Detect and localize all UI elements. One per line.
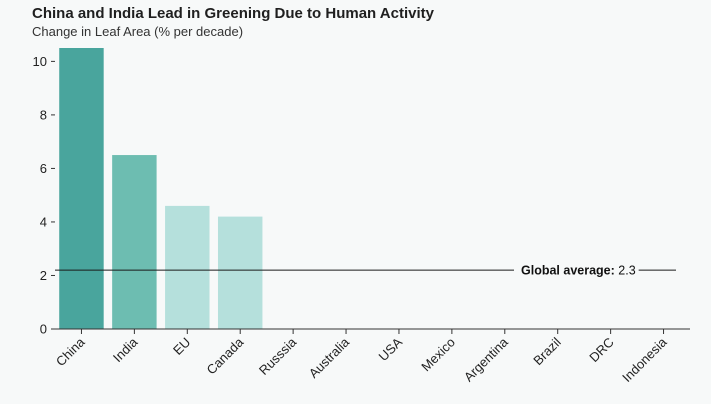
y-tick-label: 4	[40, 214, 47, 229]
global-average-annotation: Global average: 2.3	[55, 264, 676, 278]
chart-title: China and India Lead in Greening Due to …	[32, 5, 434, 22]
y-tick-label: 10	[33, 54, 47, 69]
category-label-india: India	[110, 334, 141, 365]
category-label-indonesia: Indonesia	[619, 334, 670, 385]
bars	[59, 48, 263, 329]
y-tick-label: 0	[40, 322, 47, 337]
bar-india	[112, 155, 157, 329]
y-tick-label: 8	[40, 107, 47, 122]
y-tick-label: 2	[40, 268, 47, 283]
bar-eu	[165, 205, 210, 329]
category-label-usa: USA	[376, 334, 406, 364]
y-axis: 0 2 4 6 8 10	[33, 54, 55, 337]
category-label-argentina: Argentina	[461, 334, 512, 385]
bar-canada	[217, 216, 263, 329]
category-label-canada: Canada	[204, 334, 247, 377]
category-label-china: China	[53, 334, 88, 369]
chart-subtitle: Change in Leaf Area (% per decade)	[32, 24, 244, 39]
category-label-brazil: Brazil	[530, 334, 564, 368]
global-average-text: Global average:	[521, 264, 618, 278]
category-label-eu: EU	[170, 335, 193, 358]
category-label-drc: DRC	[586, 335, 617, 366]
x-axis: China India EU Canada Russsia Australia USA Mex…	[53, 328, 690, 385]
bar-china	[59, 48, 104, 329]
category-label-mexico: Mexico	[418, 335, 458, 375]
global-average-value: 2.3	[618, 264, 635, 278]
y-tick-label: 6	[40, 161, 47, 176]
category-label-russsia: Russsia	[256, 334, 300, 378]
global-average-label: Global average: 2.3	[521, 264, 636, 278]
category-label-australia: Australia	[306, 334, 353, 381]
